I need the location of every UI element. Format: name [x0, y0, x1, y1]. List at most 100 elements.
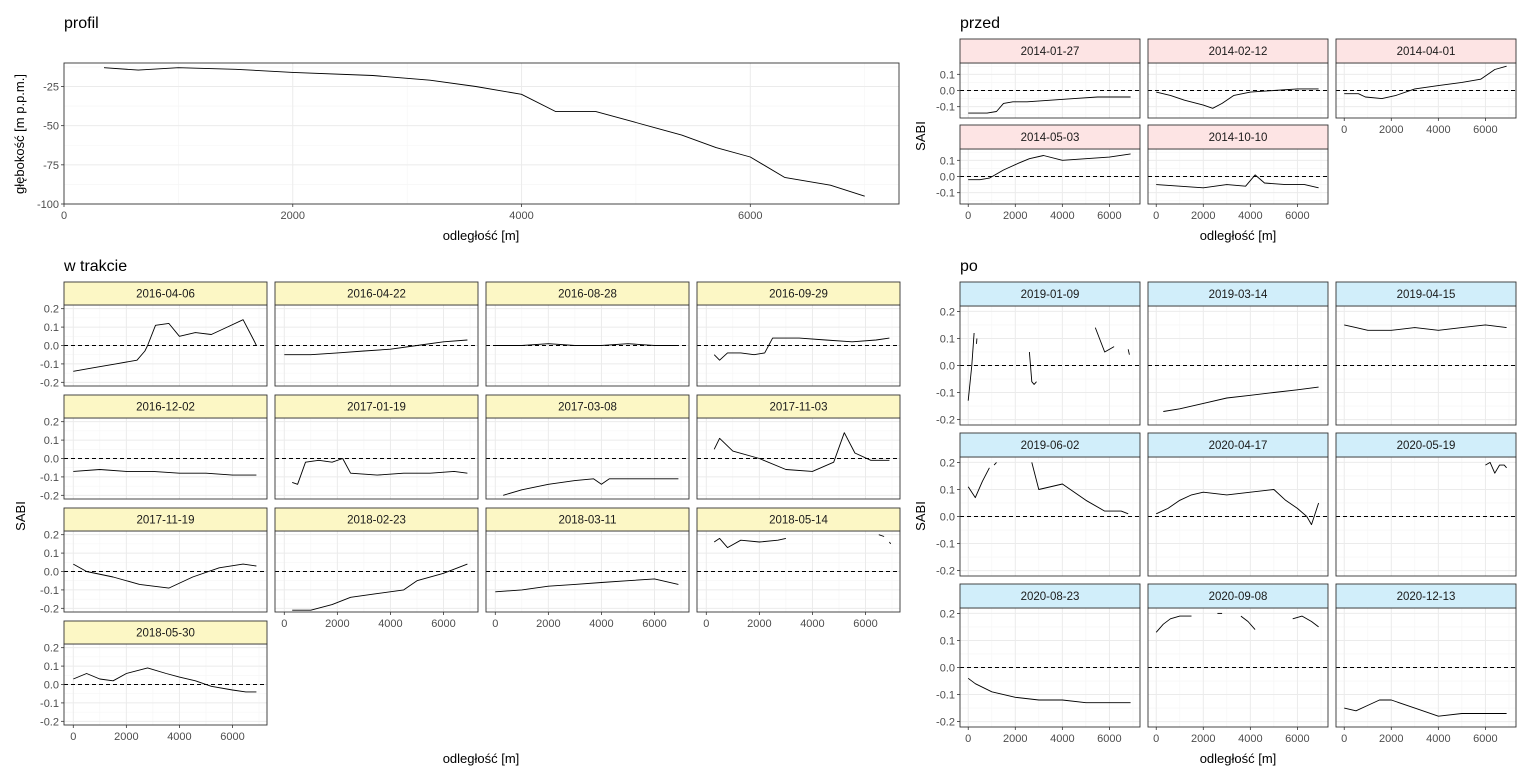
- w-trakcie-2017-11-03-series-line: [713, 432, 890, 472]
- w-trakcie-2016-09-29-series-line: [713, 337, 890, 361]
- po-2020-08-23-x-tick-label: 6000: [1097, 733, 1121, 745]
- w-trakcie-2016-04-06-y-tick-label: 0.0: [44, 341, 59, 353]
- przed-2014-10-10-panel: 0 2000 4000 6000 2014-10-10: [1147, 124, 1329, 222]
- po-2019-01-09-y-tick-label: -0.1: [936, 388, 955, 400]
- w-trakcie-2016-12-02-y-tick-label: 0.1: [44, 435, 59, 447]
- w-trakcie-2018-02-23-x-tick-label: 2000: [325, 618, 349, 630]
- przed-2014-10-10-series-line: [1156, 174, 1319, 189]
- w-trakcie-2018-03-11-x-tick-label: 0: [492, 618, 498, 630]
- po-2020-12-13-series-line: [1344, 699, 1507, 717]
- po-2020-04-17-series-line: [1156, 489, 1320, 526]
- po-2020-04-17-strip-label: 2020-04-17: [1209, 440, 1268, 452]
- po-2019-01-09-strip-label: 2019-01-09: [1021, 289, 1080, 301]
- przed-2014-01-27-series-line: [968, 96, 1131, 114]
- po-2019-03-14-strip-label: 2019-03-14: [1209, 289, 1268, 301]
- w-trakcie-2016-12-02-panel: 0.2 0.1 0.0 -0.1 -0.2 2016-12-02: [40, 394, 268, 502]
- w-trakcie-2018-05-30-y-tick-label: -0.2: [40, 716, 59, 728]
- w-trakcie-2016-04-22-strip: [274, 281, 479, 306]
- przed-2014-10-10-x-tick-label: 4000: [1238, 210, 1262, 222]
- przed-2014-10-10-strip-label: 2014-10-10: [1209, 132, 1268, 144]
- przed-2014-10-10-x-tick-label: 2000: [1191, 210, 1215, 222]
- przed-2014-05-03-x-tick-label: 0: [965, 210, 971, 222]
- profil-y-tick-label: -25: [43, 82, 59, 94]
- po-2020-08-23-panel: 0.2 0.1 0.0 -0.1 -0.2 0 2000 4000 6000 2020-08-23: [936, 583, 1141, 745]
- w-trakcie-2016-04-06-series-line: [73, 319, 257, 372]
- w-trakcie-2018-02-23-panel: 0 2000 4000 6000 2018-02-23: [274, 507, 479, 630]
- w-trakcie-title: w trakcie: [63, 258, 127, 275]
- po-2019-06-02-y-tick-label: -0.2: [936, 566, 955, 578]
- przed-2014-04-01-x-tick-label: 2000: [1379, 124, 1403, 136]
- w-trakcie-2018-03-11-panel: 0 2000 4000 6000 2018-03-11: [485, 507, 690, 630]
- po-2019-06-02-series-line: [1031, 462, 1129, 515]
- po-2020-12-13-strip-label: 2020-12-13: [1397, 591, 1456, 603]
- w-trakcie-2016-04-22-strip-label: 2016-04-22: [347, 289, 406, 301]
- po-2020-08-23-series-line: [967, 677, 1131, 704]
- w-trakcie-y-axis-label: SABI: [13, 501, 28, 531]
- po-2019-01-09-y-tick-label: 0.0: [940, 361, 955, 373]
- w-trakcie-2018-02-23-x-tick-label: 6000: [431, 618, 455, 630]
- profil-y-tick-label: -75: [43, 160, 59, 172]
- po-2020-09-08-x-tick-label: 0: [1153, 733, 1159, 745]
- w-trakcie-2018-03-11-x-tick-label: 6000: [642, 618, 666, 630]
- w-trakcie-2017-03-08-strip: [485, 394, 690, 419]
- po-2019-06-02-series-line: [993, 462, 997, 466]
- po-x-axis-label: odległość [m]: [1200, 751, 1277, 766]
- po-2020-08-23-strip: [959, 583, 1141, 609]
- w-trakcie-2017-11-03-strip-label: 2017-11-03: [770, 402, 828, 414]
- w-trakcie-2017-03-08-panel: 2017-03-08: [485, 394, 690, 500]
- po-2019-06-02-y-tick-label: 0.1: [940, 484, 955, 496]
- w-trakcie-2018-05-14-x-tick-label: 6000: [853, 618, 877, 630]
- po-2020-09-08-series-line: [1240, 615, 1256, 630]
- w-trakcie-2016-08-28-panel: 2016-08-28: [485, 281, 690, 387]
- przed-y-axis-label: SABI: [913, 121, 928, 151]
- przed-2014-02-12-panel: 2014-02-12: [1147, 38, 1329, 119]
- po-2020-12-13-x-tick-label: 0: [1341, 733, 1347, 745]
- po-2019-06-02-strip-label: 2019-06-02: [1021, 440, 1080, 452]
- profil-x-tick-label: 0: [61, 210, 67, 222]
- w-trakcie-2018-05-30-y-tick-label: 0.0: [44, 680, 59, 692]
- w-trakcie-2017-11-03-panel: 2017-11-03: [696, 394, 901, 500]
- przed-2014-05-03-x-tick-label: 4000: [1050, 210, 1074, 222]
- po-2019-06-02-y-tick-label: -0.1: [936, 539, 955, 551]
- w-trakcie-2018-03-11-strip: [485, 507, 690, 532]
- w-trakcie-2017-01-19-strip-label: 2017-01-19: [347, 402, 406, 414]
- w-trakcie-2018-05-30-y-tick-label: 0.2: [44, 643, 59, 655]
- w-trakcie-2016-09-29-panel: 2016-09-29: [696, 281, 901, 387]
- w-trakcie-2018-05-14-series-line: [878, 534, 885, 537]
- przed-2014-04-01-x-tick-label: 0: [1341, 124, 1347, 136]
- po-2020-04-17-panel: 2020-04-17: [1147, 432, 1329, 577]
- w-trakcie-2017-11-19-y-tick-label: -0.2: [40, 603, 59, 615]
- w-trakcie-2016-04-06-y-tick-label: 0.1: [44, 322, 59, 334]
- w-trakcie-2016-12-02-y-tick-label: 0.2: [44, 417, 59, 429]
- w-trakcie-2018-05-30-series-line: [73, 667, 257, 693]
- w-trakcie-2016-09-29-strip-label: 2016-09-29: [769, 289, 828, 301]
- w-trakcie-2016-04-22-panel: 2016-04-22: [274, 281, 479, 387]
- po-2020-05-19-strip: [1335, 432, 1517, 458]
- po-2020-05-19-series-line: [1485, 461, 1507, 474]
- w-trakcie-2018-05-14-panel: 0 2000 4000 6000 2018-05-14: [696, 507, 901, 630]
- przed-2014-05-03-strip-label: 2014-05-03: [1021, 132, 1080, 144]
- w-trakcie-2016-04-06-strip-label: 2016-04-06: [136, 289, 195, 301]
- przed-2014-01-27-y-tick-label: 0.1: [940, 69, 955, 81]
- w-trakcie-2017-11-19-strip: [63, 507, 268, 532]
- przed-2014-01-27-y-tick-label: -0.1: [936, 102, 955, 114]
- w-trakcie-2016-04-06-strip: [63, 281, 268, 306]
- przed-2014-01-27-strip-label: 2014-01-27: [1021, 46, 1080, 58]
- po-2019-06-02-series-line: [967, 467, 990, 499]
- po-2020-04-17-strip: [1147, 432, 1329, 458]
- w-trakcie-2017-01-19-panel: 2017-01-19: [274, 394, 479, 500]
- profil-y-axis-label: głębokość [m p.p.m.]: [12, 74, 27, 194]
- w-trakcie-2018-02-23-strip: [274, 507, 479, 532]
- przed-2014-04-01-x-tick-label: 6000: [1473, 124, 1497, 136]
- po-2020-08-23-y-tick-label: 0.0: [940, 663, 955, 675]
- w-trakcie-2018-05-30-x-tick-label: 0: [70, 731, 76, 743]
- w-trakcie-2018-05-14-x-tick-label: 4000: [800, 618, 824, 630]
- po-2019-03-14-panel: 2019-03-14: [1147, 281, 1329, 426]
- po-2020-05-19-panel: 2020-05-19: [1335, 432, 1517, 577]
- po-2020-09-08-series-line: [1292, 615, 1319, 628]
- po-2019-03-14-strip: [1147, 281, 1329, 307]
- po-2020-08-23-x-tick-label: 4000: [1050, 733, 1074, 745]
- w-trakcie-2016-12-02-y-tick-label: -0.2: [40, 490, 59, 502]
- po-2020-12-13-x-tick-label: 2000: [1379, 733, 1403, 745]
- po-2020-12-13-x-tick-label: 4000: [1426, 733, 1450, 745]
